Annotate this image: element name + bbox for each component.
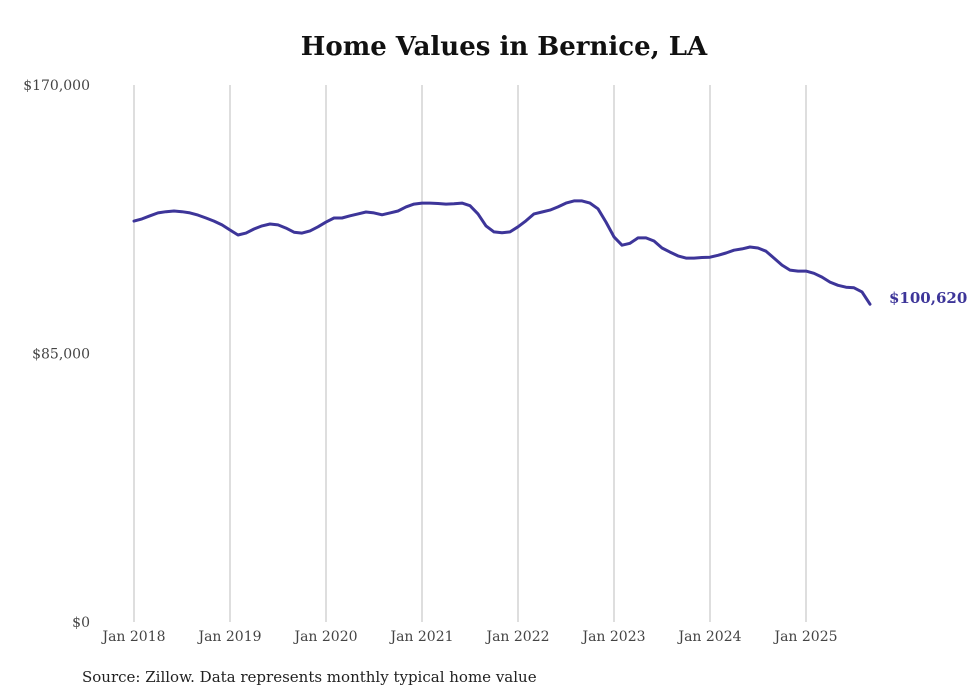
x-tick-label: Jan 2022: [484, 629, 549, 645]
y-tick-label: $170,000: [23, 78, 90, 94]
x-tick-label: Jan 2023: [580, 629, 645, 645]
x-tick-label: Jan 2018: [100, 629, 165, 645]
source-note: Source: Zillow. Data represents monthly …: [82, 668, 537, 686]
x-tick-label: Jan 2025: [772, 629, 837, 645]
y-tick-label: $0: [72, 615, 90, 631]
x-tick-label: Jan 2020: [292, 629, 357, 645]
y-tick-label: $85,000: [32, 347, 90, 363]
x-tick-label: Jan 2021: [388, 629, 453, 645]
series-line: [132, 199, 872, 306]
x-tick-label: Jan 2024: [676, 629, 741, 645]
x-tick-label: Jan 2019: [196, 629, 261, 645]
end-value-label: $100,620: [889, 289, 967, 307]
chart-title: Home Values in Bernice, LA: [300, 32, 708, 62]
